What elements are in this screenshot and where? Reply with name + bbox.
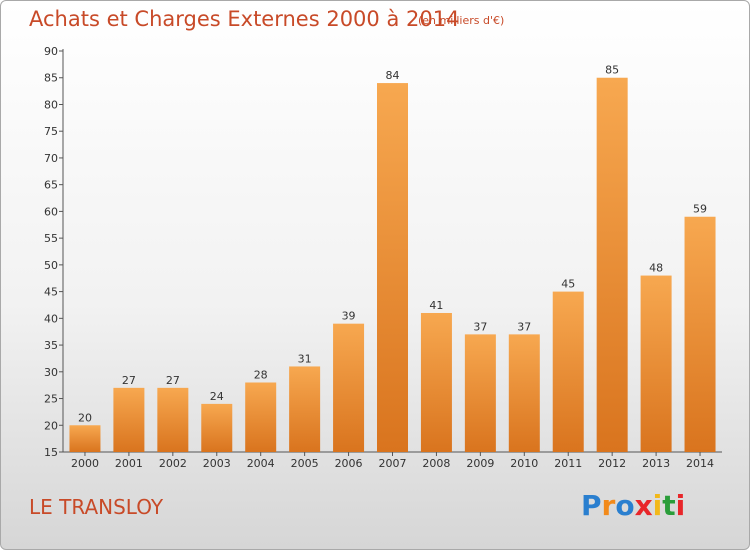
x-tick-label: 2003 bbox=[203, 457, 231, 470]
bar bbox=[552, 291, 584, 452]
y-tick-label: 80 bbox=[44, 98, 58, 111]
logo-letter: t bbox=[662, 489, 676, 522]
y-tick-label: 90 bbox=[44, 45, 58, 58]
x-tick-label: 2011 bbox=[554, 457, 582, 470]
x-tick-label: 2009 bbox=[466, 457, 494, 470]
bar bbox=[157, 387, 189, 452]
logo-letter: r bbox=[601, 489, 616, 522]
y-tick-label: 75 bbox=[44, 125, 58, 138]
bar bbox=[333, 323, 365, 452]
bar-value-label: 28 bbox=[254, 368, 268, 381]
bar bbox=[377, 83, 408, 452]
chart-title: Achats et Charges Externes 2000 à 2014 bbox=[29, 7, 460, 31]
bar bbox=[245, 382, 277, 452]
y-tick-label: 50 bbox=[44, 259, 58, 272]
y-tick-label: 15 bbox=[44, 446, 58, 459]
logo-letter: P bbox=[581, 489, 602, 522]
bar-value-label: 59 bbox=[693, 203, 707, 216]
bar-value-label: 37 bbox=[517, 320, 531, 333]
bar-value-label: 24 bbox=[210, 390, 224, 403]
bar-value-label: 27 bbox=[166, 374, 180, 387]
bar bbox=[113, 387, 145, 452]
bar-value-label: 85 bbox=[605, 64, 619, 77]
chart-axes: 15 20 25 30 35 40 45 50 55 60 65 70 75 80 85 90 bbox=[44, 45, 722, 459]
bar bbox=[640, 275, 672, 452]
logo-letter: i bbox=[652, 489, 663, 522]
bar-value-label: 27 bbox=[122, 374, 136, 387]
x-tick-label: 2010 bbox=[510, 457, 538, 470]
bar-value-label: 20 bbox=[78, 411, 92, 424]
y-tick-label: 60 bbox=[44, 205, 58, 218]
y-tick-label: 40 bbox=[44, 312, 58, 325]
y-tick-label: 65 bbox=[44, 179, 58, 192]
y-tick-label: 85 bbox=[44, 72, 58, 85]
bar bbox=[684, 216, 716, 452]
y-tick-label: 70 bbox=[44, 152, 58, 165]
y-tick-label: 25 bbox=[44, 393, 58, 406]
bar bbox=[464, 334, 496, 452]
x-tick-label: 2014 bbox=[686, 457, 714, 470]
y-tick-label: 45 bbox=[44, 286, 58, 299]
y-tick-label: 20 bbox=[44, 419, 58, 432]
x-tick-label: 2007 bbox=[379, 457, 407, 470]
x-tick-label: 2002 bbox=[159, 457, 187, 470]
bar-value-label: 41 bbox=[429, 299, 443, 312]
y-tick-label: 55 bbox=[44, 232, 58, 245]
bar-value-label: 48 bbox=[649, 262, 663, 275]
x-tick-label: 2005 bbox=[291, 457, 319, 470]
chart-subtitle: (en milliers d'€) bbox=[418, 14, 505, 27]
logo-letter: i bbox=[675, 489, 686, 522]
y-tick-label: 30 bbox=[44, 366, 58, 379]
x-tick-label: 2004 bbox=[247, 457, 275, 470]
x-tick-label: 2013 bbox=[642, 457, 670, 470]
bar-value-label: 84 bbox=[386, 69, 400, 82]
x-tick-label: 2008 bbox=[422, 457, 450, 470]
bar bbox=[201, 403, 233, 452]
bar bbox=[289, 366, 321, 452]
bar bbox=[508, 334, 540, 452]
bar-value-label: 31 bbox=[298, 352, 312, 365]
x-tick-label: 2012 bbox=[598, 457, 626, 470]
chart-labels: 20 2000 27 2001 27 2002 24 2003 28 2004 31 2005 39 20… bbox=[71, 64, 714, 470]
x-tick-label: 2001 bbox=[115, 457, 143, 470]
bar bbox=[596, 77, 628, 452]
bar-value-label: 45 bbox=[561, 278, 575, 291]
bar-value-label: 37 bbox=[473, 320, 487, 333]
bar bbox=[420, 312, 452, 452]
logo-letter: o bbox=[615, 489, 635, 522]
bar-value-label: 39 bbox=[342, 310, 356, 323]
proxiti-logo[interactable]: Proxiti bbox=[581, 489, 685, 522]
logo-letter: x bbox=[634, 489, 653, 522]
x-tick-label: 2006 bbox=[335, 457, 363, 470]
commune-name: LE TRANSLOY bbox=[29, 495, 164, 519]
x-tick-label: 2000 bbox=[71, 457, 99, 470]
y-tick-label: 35 bbox=[44, 339, 58, 352]
chart-bars bbox=[69, 77, 716, 452]
bar bbox=[69, 425, 101, 452]
